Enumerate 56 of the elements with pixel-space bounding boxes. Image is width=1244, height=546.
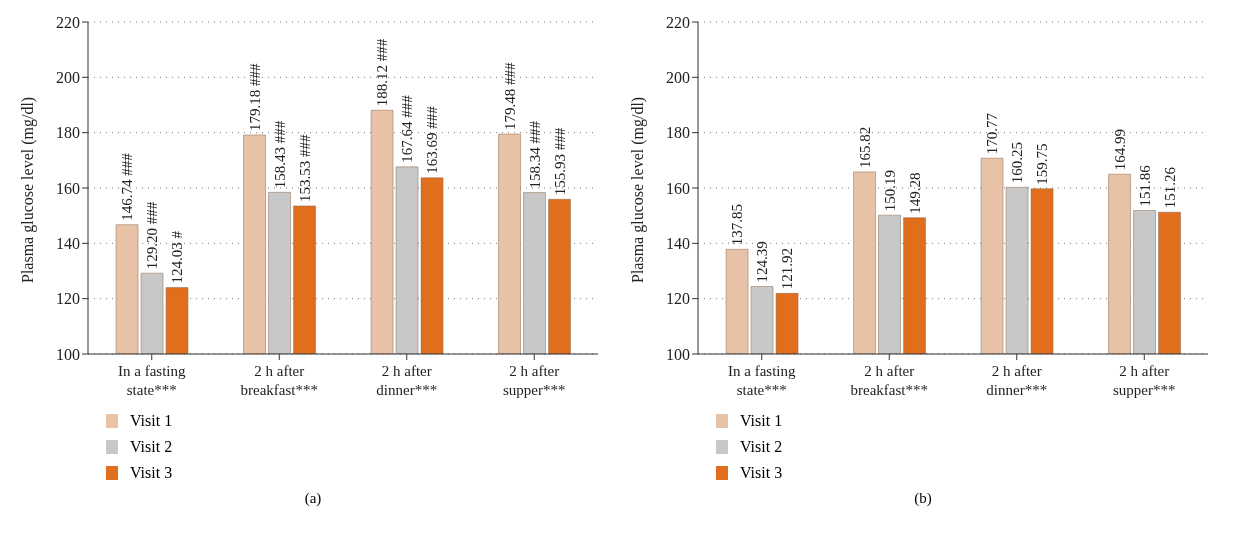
legend-label: Visit 1: [130, 412, 173, 430]
data-label: 149.28: [906, 172, 923, 214]
y-tick-label: 100: [666, 345, 690, 363]
data-label: 179.18 ###: [246, 62, 263, 131]
y-tick-label: 120: [666, 290, 690, 308]
y-tick-label: 160: [666, 179, 690, 197]
x-tick-label: 2 h after dinner***: [376, 363, 438, 398]
x-tick-label: 2 h after breakfast***: [240, 363, 318, 398]
data-label: 151.86: [1136, 164, 1153, 207]
y-tick-label: 140: [56, 235, 80, 253]
y-tick-label: 220: [56, 13, 80, 31]
data-label: 167.64 ###: [399, 94, 416, 163]
text: (a): [303, 490, 323, 507]
data-label: 146.74 ###: [119, 152, 136, 221]
data-label: 124.39: [754, 241, 771, 283]
data-label: 151.26: [1161, 166, 1178, 209]
data-label: 164.99: [1111, 128, 1128, 171]
data-label: 170.77: [984, 112, 1001, 155]
data-label: 159.75: [1034, 143, 1051, 185]
data-label: 188.12 ###: [374, 38, 391, 107]
x-tick-label: 2 h after dinner***: [986, 363, 1048, 398]
data-label: 158.43 ###: [271, 120, 288, 189]
y-tick-label: 120: [56, 290, 80, 308]
y-tick-label: 200: [666, 69, 690, 87]
y-tick-label: 220: [666, 13, 690, 31]
data-label: 160.25: [1009, 142, 1026, 184]
y-axis-title: Plasma glucose level (mg/dl): [628, 96, 647, 283]
legend-label: Visit 2: [130, 438, 173, 456]
data-label: 163.69 ###: [424, 105, 441, 174]
y-tick-label: 180: [56, 124, 80, 142]
x-tick-label: 2 h after supper***: [503, 363, 566, 398]
data-label: 121.92: [779, 248, 796, 290]
data-label: 165.82: [856, 126, 873, 168]
x-tick-label: 2 h after supper***: [1113, 363, 1176, 398]
data-label: 155.93 ###: [551, 127, 568, 196]
y-tick-label: 100: [56, 345, 80, 363]
data-label: 153.53 ###: [296, 133, 313, 202]
data-label: 150.19: [881, 169, 898, 212]
legend-label: Visit 3: [130, 464, 173, 482]
data-label: 137.85: [729, 204, 746, 246]
data-label: 179.48 ###: [501, 62, 518, 131]
y-tick-label: 140: [666, 235, 690, 253]
legend-label: Visit 2: [740, 438, 783, 456]
data-label: 158.34 ###: [526, 120, 543, 189]
y-tick-label: 200: [56, 69, 80, 87]
y-axis-title: Plasma glucose level (mg/dl): [18, 96, 37, 283]
x-tick-label: 2 h after breakfast***: [850, 363, 928, 398]
data-label: 129.20 ###: [144, 201, 161, 270]
y-tick-label: 180: [666, 124, 690, 142]
legend-label: Visit 3: [740, 464, 783, 482]
x-tick-label: In a fasting state***: [118, 363, 186, 398]
data-label: 124.03 #: [169, 230, 186, 284]
text: (b): [913, 490, 933, 507]
y-tick-label: 160: [56, 179, 80, 197]
legend-label: Visit 1: [740, 412, 783, 430]
x-tick-label: In a fasting state***: [728, 363, 796, 398]
